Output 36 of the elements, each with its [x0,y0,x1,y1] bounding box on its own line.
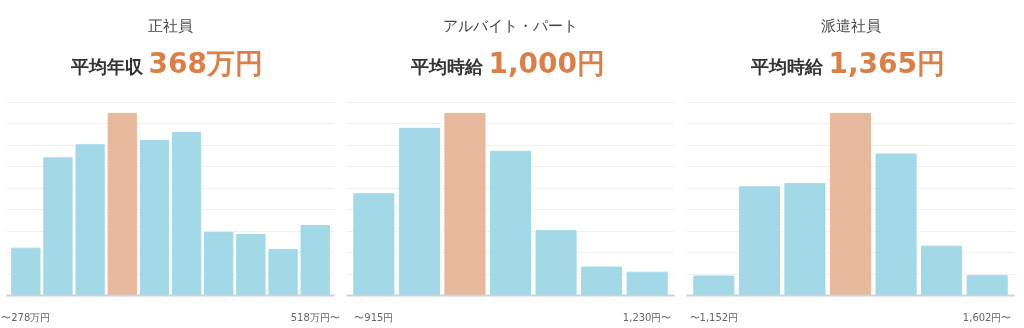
x-tick-label: 〜278万円 [1,311,51,323]
x-tick-label: 518万円〜 [290,311,340,323]
x-tick-label: 〜915円 [354,311,394,323]
bar [353,193,395,296]
bar [829,112,872,296]
bar [921,245,963,296]
bar [966,275,1008,296]
bar [693,275,735,296]
bar [398,127,440,296]
bar [738,186,780,296]
bar [444,112,486,296]
chart-title: 正社員 [148,16,193,35]
x-tick-label: 1,602円〜 [962,311,1012,323]
x-tick-label: 〜1,152円 [689,311,739,323]
bar [11,247,41,296]
chart-subtitle: 平均時給 1,365円 [749,46,946,80]
bar [489,150,532,296]
bar [300,225,330,296]
chart-subtitle: 平均時給 1,000円 [409,46,606,80]
x-tick-label: 1,230円〜 [622,311,672,323]
bar [581,266,623,296]
bar [139,140,170,296]
chart-title: 派遣社員 [820,16,881,35]
bar [236,234,266,296]
bar [107,112,137,296]
chart-title: アルバイト・パート [443,16,578,35]
bar [171,132,202,296]
bar [268,248,298,296]
bar [626,271,668,296]
bar [75,144,105,296]
bar [535,230,577,296]
bar [204,231,234,296]
bar [43,157,73,296]
bar [875,153,917,296]
bar [784,183,826,296]
chart-subtitle: 平均年収 368万円 [69,46,263,80]
